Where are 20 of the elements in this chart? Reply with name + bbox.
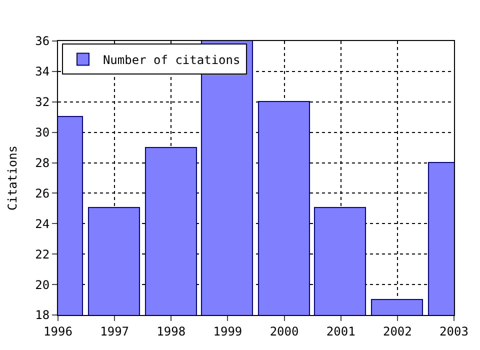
y-tick-label: 24: [35, 216, 50, 231]
legend-label: Number of citations: [102, 52, 240, 67]
x-tick-label: 1999: [213, 324, 242, 338]
x-tick-label: 2001: [326, 324, 356, 338]
y-tick-label: 30: [35, 126, 50, 140]
x-tick-label: 1998: [156, 324, 186, 338]
x-tick-label: 1996: [44, 324, 72, 338]
y-axis-title: Citations: [5, 145, 20, 211]
y-tick-label: 36: [35, 34, 50, 48]
y-tick-label: 28: [35, 156, 50, 170]
y-tick-label: 32: [35, 95, 50, 110]
y-tick-label: 26: [35, 186, 50, 200]
y-tick-label: 34: [35, 64, 50, 79]
x-tick-label: 1997: [100, 324, 130, 338]
y-tick-label: 22: [35, 247, 50, 262]
x-tick-label: 2003: [440, 324, 468, 338]
y-tick-label: 18: [35, 308, 50, 322]
y-tick-label: 20: [35, 278, 50, 292]
x-tick-label: 2002: [382, 324, 412, 338]
x-tick-label: 2000: [270, 324, 299, 338]
